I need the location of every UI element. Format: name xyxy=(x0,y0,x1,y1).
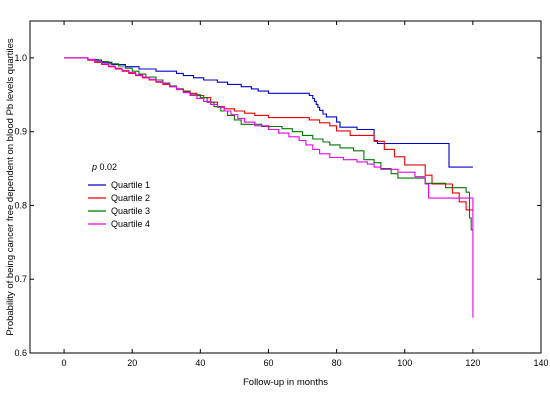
legend-label-quartile-1: Quartile 1 xyxy=(111,180,150,190)
x-tick-label: 0 xyxy=(62,358,67,368)
y-tick-label: 1.0 xyxy=(14,53,27,63)
legend-label-quartile-4: Quartile 4 xyxy=(111,219,150,229)
x-tick-label: 100 xyxy=(397,358,412,368)
x-tick-label: 120 xyxy=(465,358,480,368)
x-axis-ticks: 0 20 40 60 80 100 120 140 xyxy=(62,21,549,368)
y-axis-ticks: 0.6 0.7 0.8 0.9 1.0 xyxy=(14,53,541,358)
x-tick-label: 80 xyxy=(332,358,342,368)
y-tick-label: 0.8 xyxy=(14,200,27,210)
y-tick-label: 0.6 xyxy=(14,348,27,358)
y-tick-label: 0.7 xyxy=(14,274,27,284)
x-axis-title: Follow-up in months xyxy=(243,377,328,388)
plot-area-frame xyxy=(29,20,542,354)
legend-label-quartile-2: Quartile 2 xyxy=(111,193,150,203)
x-tick-label: 140 xyxy=(533,358,548,368)
series-line-quartile-4 xyxy=(64,57,474,318)
p-value-annotation: p 0.02 xyxy=(91,162,117,172)
series-line-quartile-2 xyxy=(64,57,473,211)
series-line-quartile-1 xyxy=(64,57,473,168)
legend: Quartile 1 Quartile 2 Quartile 3 Quartile 4 xyxy=(88,180,150,229)
y-axis-title: Probability of being cancer free depende… xyxy=(5,38,16,336)
x-tick-label: 20 xyxy=(127,358,137,368)
y-tick-label: 0.9 xyxy=(14,127,27,137)
series-lines xyxy=(64,57,474,318)
p-value-italic: p xyxy=(91,162,97,172)
legend-label-quartile-3: Quartile 3 xyxy=(111,206,150,216)
p-value-text: 0.02 xyxy=(97,162,117,172)
x-tick-label: 60 xyxy=(263,358,273,368)
x-tick-label: 40 xyxy=(195,358,205,368)
series-line-quartile-3 xyxy=(64,57,473,231)
